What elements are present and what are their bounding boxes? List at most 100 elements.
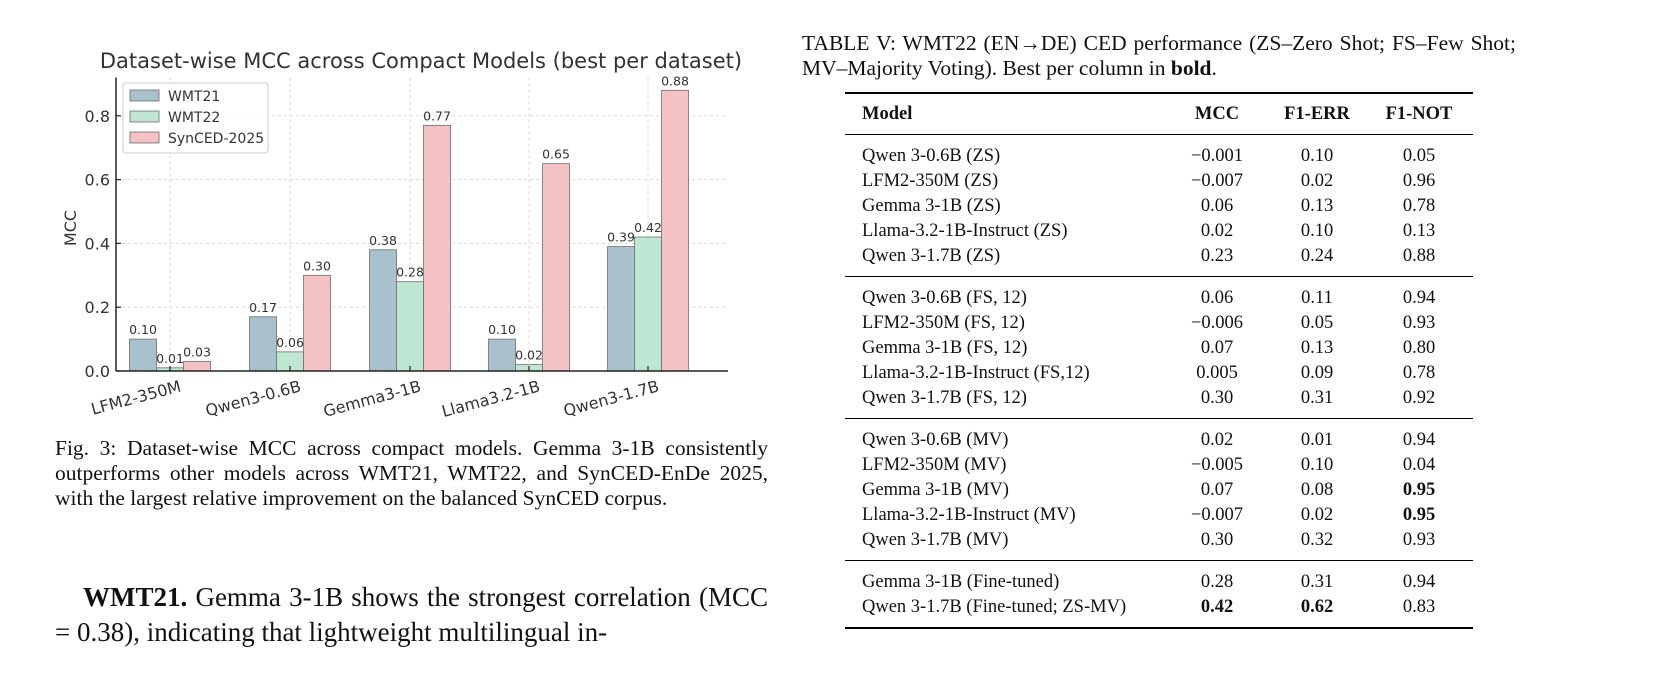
table-row: Qwen 3-1.7B (FS, 12) 0.30 0.31 0.92 — [845, 386, 1473, 419]
x-tick-label: Qwen3-1.7B — [561, 377, 661, 421]
bar-value-label: 0.02 — [515, 348, 543, 363]
bar-value-label: 0.30 — [303, 258, 331, 273]
cell-mcc: 0.30 — [1200, 530, 1234, 550]
y-tick-label: 0.4 — [85, 234, 110, 253]
cell-f1-err: 0.01 — [1300, 430, 1334, 450]
cell-f1-not: 0.83 — [1402, 597, 1436, 617]
cell-mcc: 0.06 — [1200, 288, 1234, 308]
cell-f1-not: 0.94 — [1402, 288, 1436, 308]
bar-synced-2025 — [423, 124, 451, 372]
bar-wmt22 — [396, 281, 424, 372]
results-table-container: Model MCC F1-ERR F1-NOT Qwen 3-0.6B (ZS)… — [845, 92, 1473, 629]
bar-value-label: 0.77 — [423, 108, 451, 123]
cell-f1-err: 0.13 — [1300, 196, 1334, 216]
table-row: Llama-3.2-1B-Instruct (MV) −0.007 0.02 0.95 — [845, 503, 1473, 528]
cell-model: Qwen 3-0.6B (ZS) — [862, 146, 1001, 166]
cell-model: Gemma 3-1B (FS, 12) — [862, 338, 1028, 358]
table-row: Gemma 3-1B (ZS) 0.06 0.13 0.78 — [845, 194, 1473, 219]
table-row: LFM2-350M (MV) −0.005 0.10 0.04 — [845, 453, 1473, 478]
bar-wmt21 — [369, 249, 397, 372]
table-caption-text: TABLE V: WMT22 (EN→DE) CED performance (… — [802, 31, 1516, 80]
header-f1-err: F1-ERR — [1284, 103, 1350, 124]
cell-f1-err: 0.11 — [1301, 288, 1333, 308]
bar-wmt21 — [607, 246, 635, 372]
cell-f1-not: 0.04 — [1402, 455, 1436, 475]
table-row: LFM2-350M (ZS) −0.007 0.02 0.96 — [845, 169, 1473, 194]
cell-f1-not: 0.13 — [1402, 221, 1436, 241]
cell-f1-err: 0.10 — [1300, 146, 1334, 166]
cell-f1-err: 0.31 — [1300, 388, 1334, 408]
legend-label: WMT21 — [168, 89, 220, 105]
legend-swatch-wmt21 — [129, 89, 160, 102]
header-f1-not: F1-NOT — [1385, 103, 1453, 124]
x-tick-labels: LFM2-350M Qwen3-0.6B Gemma3-1B Llama3.2-1B Q… — [89, 377, 661, 421]
cell-model: Qwen 3-0.6B (FS, 12) — [862, 288, 1027, 308]
cell-mcc: 0.02 — [1200, 430, 1234, 450]
y-axis-label: MCC — [61, 210, 80, 246]
cell-f1-not: 0.92 — [1402, 388, 1436, 408]
bar-value-label: 0.17 — [249, 300, 277, 315]
cell-f1-err: 0.32 — [1300, 530, 1334, 550]
cell-model: Gemma 3-1B (Fine-tuned) — [862, 572, 1060, 592]
cell-model: Gemma 3-1B (ZS) — [862, 196, 1001, 216]
chart-legend: WMT21 WMT22 SynCED-2025 — [122, 82, 269, 154]
figure-caption: Fig. 3: Dataset-wise MCC across compact … — [55, 436, 768, 510]
cell-f1-err: 0.09 — [1300, 363, 1334, 383]
paragraph-text: Gemma 3-1B shows the strongest correlati… — [55, 582, 768, 647]
cell-f1-not: 0.78 — [1402, 196, 1436, 216]
cell-model: Qwen 3-1.7B (Fine-tuned; ZS-MV) — [862, 597, 1127, 617]
body-paragraph: WMT21. Gemma 3-1B shows the strongest co… — [55, 580, 768, 650]
legend-swatch-synced-2025 — [129, 131, 160, 144]
cell-model: Qwen 3-0.6B (MV) — [862, 430, 1009, 450]
cell-f1-err: 0.62 — [1300, 597, 1334, 617]
table-row: Gemma 3-1B (Fine-tuned) 0.28 0.31 0.94 — [845, 561, 1473, 596]
table-row-group: Qwen 3-0.6B (ZS) −0.001 0.10 0.05 LFM2-350M … — [845, 135, 1473, 277]
bar-value-label: 0.10 — [129, 322, 157, 337]
bar-synced-2025 — [661, 89, 689, 372]
cell-mcc: 0.005 — [1196, 363, 1238, 383]
table-header-row: Model MCC F1-ERR F1-NOT — [845, 93, 1473, 135]
cell-mcc: 0.07 — [1200, 338, 1234, 358]
cell-model: Llama-3.2-1B-Instruct (MV) — [862, 505, 1076, 525]
bars — [129, 89, 689, 372]
bar-synced-2025 — [303, 274, 331, 372]
bar-value-label: 0.42 — [634, 220, 662, 235]
bar-wmt21 — [249, 316, 277, 372]
x-tick-label: Qwen3-0.6B — [203, 377, 303, 421]
bar-synced-2025 — [542, 163, 570, 372]
bar-value-label: 0.28 — [396, 265, 424, 280]
table-row-group: Gemma 3-1B (Fine-tuned) 0.28 0.31 0.94 Qwen … — [845, 561, 1473, 628]
bar-wmt22 — [634, 236, 662, 372]
cell-f1-err: 0.24 — [1300, 246, 1334, 266]
cell-f1-err: 0.02 — [1300, 505, 1334, 525]
y-tick-label: 0.0 — [85, 362, 110, 381]
bar-value-label: 0.38 — [369, 233, 397, 248]
cell-model: Llama-3.2-1B-Instruct (ZS) — [862, 221, 1068, 241]
axes — [115, 77, 728, 372]
cell-f1-not: 0.93 — [1402, 313, 1436, 333]
cell-f1-err: 0.05 — [1300, 313, 1334, 333]
y-tick-label: 0.8 — [85, 107, 110, 126]
cell-mcc: 0.42 — [1200, 597, 1234, 617]
cell-mcc: −0.007 — [1190, 505, 1244, 525]
cell-model: Qwen 3-1.7B (ZS) — [862, 246, 1001, 266]
bar-value-label: 0.65 — [542, 147, 570, 162]
cell-f1-err: 0.13 — [1300, 338, 1334, 358]
table-row: Qwen 3-1.7B (MV) 0.30 0.32 0.93 — [845, 528, 1473, 561]
cell-f1-not: 0.05 — [1402, 146, 1436, 166]
cell-f1-not: 0.94 — [1402, 430, 1436, 450]
cell-f1-not: 0.94 — [1402, 572, 1436, 592]
cell-model: Gemma 3-1B (MV) — [862, 480, 1009, 500]
x-tick-label: Llama3.2-1B — [440, 377, 542, 421]
cell-mcc: 0.06 — [1200, 196, 1234, 216]
cell-mcc: 0.30 — [1200, 388, 1234, 408]
cell-model: LFM2-350M (MV) — [862, 455, 1007, 475]
header-model: Model — [862, 103, 913, 124]
mcc-bar-chart: Dataset-wise MCC across Compact Models (… — [61, 49, 742, 421]
table-row: LFM2-350M (FS, 12) −0.006 0.05 0.93 — [845, 311, 1473, 336]
bar-value-label: 0.03 — [183, 344, 211, 359]
bar-synced-2025 — [183, 361, 211, 372]
cell-mcc: 0.02 — [1200, 221, 1234, 241]
y-tick-labels: 0.0 0.2 0.4 0.6 0.8 — [85, 107, 110, 381]
bar-value-label: 0.88 — [661, 73, 689, 88]
